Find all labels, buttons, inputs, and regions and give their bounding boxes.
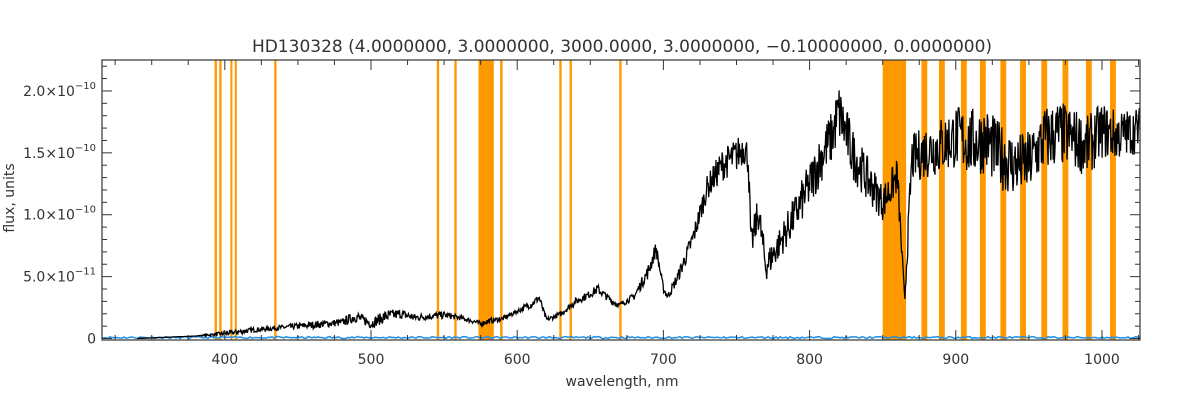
masked-band (1110, 60, 1116, 340)
x-tick-label: 600 (504, 352, 531, 368)
masked-band (1041, 60, 1048, 340)
y-tick-label: 0 (87, 332, 96, 348)
masked-band (214, 60, 217, 340)
x-tick-label: 900 (942, 352, 969, 368)
masked-band (559, 60, 562, 340)
masked-band (921, 60, 928, 340)
x-tick-label: 700 (650, 352, 677, 368)
x-axis-label: wavelength, nm (566, 374, 679, 390)
masked-band (979, 60, 986, 340)
masked-band (1000, 60, 1007, 340)
chart-title: HD130328 (4.0000000, 3.0000000, 3000.000… (252, 37, 992, 57)
masked-band (230, 60, 233, 340)
spectrum-series (137, 90, 1141, 340)
y-tick-label: 1.5×10−10 (23, 143, 96, 162)
spectrum-line (137, 90, 1141, 340)
y-tick-label: 1.0×10−10 (23, 205, 96, 224)
masked-band (1085, 60, 1092, 340)
plot-frame (101, 59, 1141, 341)
masked-band (500, 60, 503, 340)
masked-band (436, 60, 440, 340)
masked-band (219, 60, 222, 340)
error-series (101, 335, 1141, 340)
masked-band (960, 60, 967, 340)
x-tick-label: 800 (796, 352, 823, 368)
masked-band (882, 60, 907, 340)
x-tick-label: 500 (358, 352, 385, 368)
masked-band (234, 60, 237, 340)
x-tick-label: 1000 (1084, 352, 1120, 368)
masked-bands (214, 60, 1116, 340)
error-line (101, 335, 1141, 340)
y-tick-label: 2.0×10−10 (23, 81, 96, 100)
y-axis-ticks: 0 5.0×10−11 1.0×10−10 1.5×10−10 2.0×10−10 (23, 65, 1140, 348)
x-tick-label: 400 (211, 352, 238, 368)
masked-band (1020, 60, 1026, 340)
masked-band (274, 60, 277, 340)
masked-band (569, 60, 572, 340)
y-axis-label: flux, units (2, 163, 18, 232)
y-tick-label: 5.0×10−11 (23, 267, 96, 286)
masked-band (478, 60, 494, 340)
masked-band (1062, 60, 1069, 340)
masked-band (938, 60, 945, 340)
x-axis-ticks: 400 500 600 700 800 900 1000 (114, 60, 1140, 368)
masked-band (454, 60, 457, 340)
masked-band (619, 60, 622, 340)
